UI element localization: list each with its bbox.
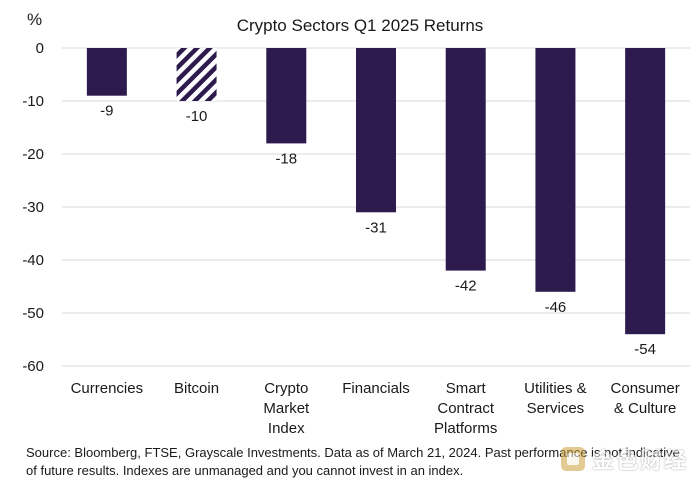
category-label: Bitcoin xyxy=(174,380,219,397)
bars xyxy=(86,48,666,335)
bar xyxy=(625,48,666,335)
y-tick-label: 0 xyxy=(36,40,44,57)
y-axis-ticks: 0 -10 -20 -30 -40 -50 -60 xyxy=(22,40,44,375)
bar xyxy=(176,48,217,101)
y-tick-label: -50 xyxy=(22,305,44,322)
category-label: Financials xyxy=(342,380,410,397)
golden-finance-logo-icon xyxy=(561,447,585,471)
source-note: Source: Bloomberg, FTSE, Grayscale Inves… xyxy=(26,445,680,478)
bar xyxy=(535,48,576,292)
bar xyxy=(266,48,307,144)
data-labels: -9 -10 -18 -31 -42 -46 -54 xyxy=(100,103,656,359)
category-label: Currencies xyxy=(71,380,144,397)
data-label: -46 xyxy=(545,299,567,316)
bar-chart: Crypto Sectors Q1 2025 Returns % 0 -10 -20… xyxy=(22,10,690,437)
y-tick-label: -30 xyxy=(22,199,44,216)
bar xyxy=(356,48,396,213)
data-label: -42 xyxy=(455,278,477,295)
data-label: -10 xyxy=(186,108,208,125)
x-axis-categories: Currencies Bitcoin Crypto Market Index Financ… xyxy=(71,380,680,437)
data-label: -18 xyxy=(275,150,297,167)
y-tick-label: -10 xyxy=(22,93,44,110)
y-axis-unit: % xyxy=(27,10,42,29)
data-label: -9 xyxy=(100,103,113,120)
data-label: -31 xyxy=(365,219,387,236)
watermark-text: 金色财经 xyxy=(592,448,689,473)
category-label: Utilities & Services xyxy=(524,380,587,417)
chart-title: Crypto Sectors Q1 2025 Returns xyxy=(237,16,484,35)
y-tick-label: -20 xyxy=(22,146,44,163)
bar xyxy=(86,48,127,96)
y-tick-label: -40 xyxy=(22,252,44,269)
category-label: Smart Contract Platforms xyxy=(434,380,497,437)
watermark: 金色财经 xyxy=(560,444,688,474)
category-label: Consumer & Culture xyxy=(611,380,680,417)
y-tick-label: -60 xyxy=(22,358,44,375)
bar xyxy=(445,48,486,271)
category-label: Crypto Market Index xyxy=(263,380,310,437)
data-label: -54 xyxy=(634,341,656,358)
